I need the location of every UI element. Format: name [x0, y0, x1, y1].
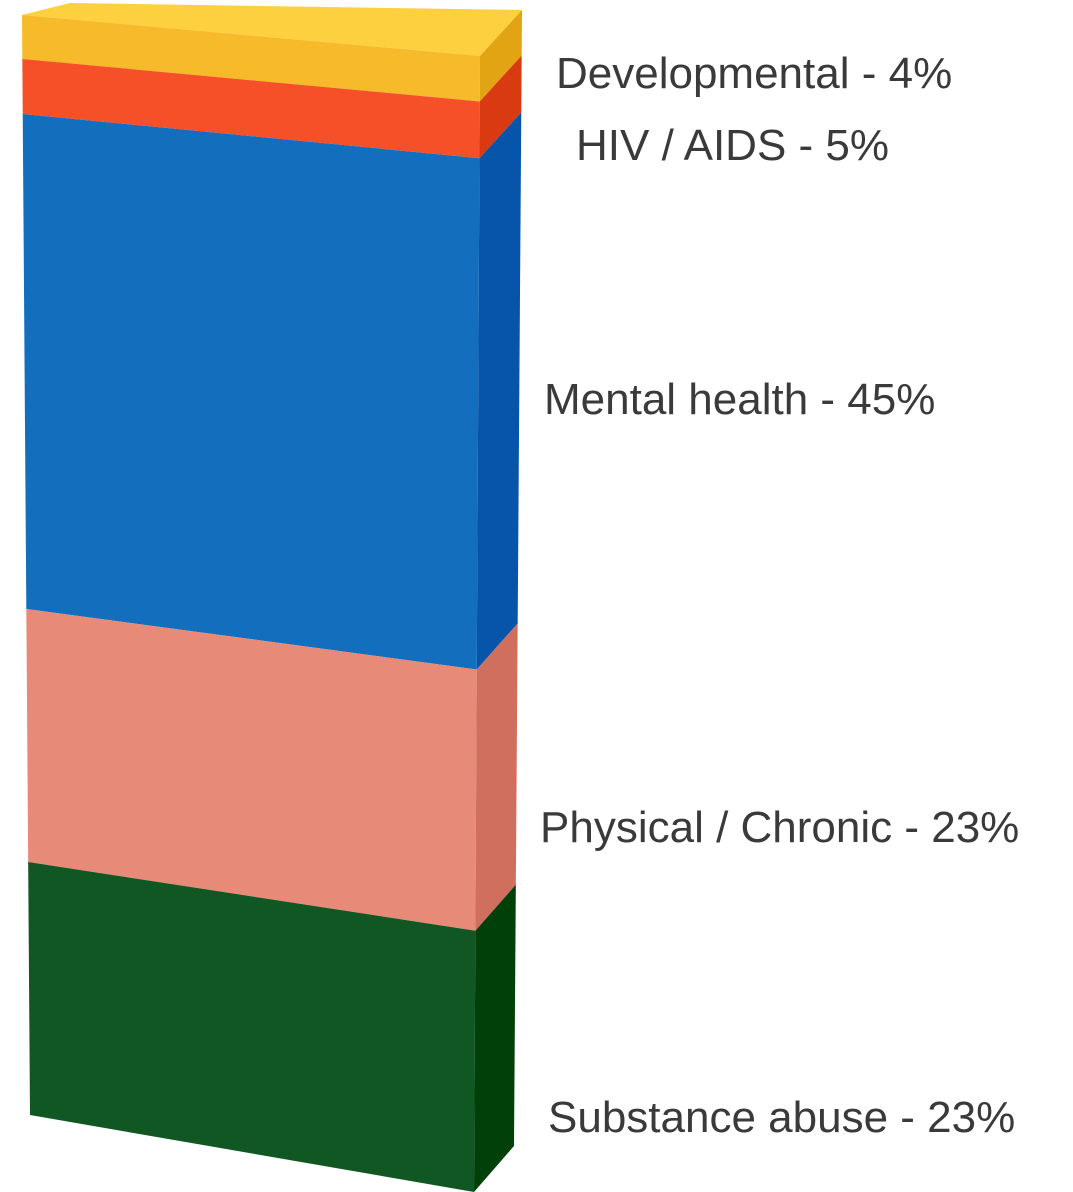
bar-side-hiv-aids: [479, 55, 522, 159]
stacked-bar: [22, 3, 522, 1192]
segment-label-mental-health: Mental health - 45%: [544, 375, 935, 424]
bar-segment-hiv-aids: [22, 59, 480, 159]
bar-side-physical-chronic: [475, 623, 518, 931]
bar-segment-mental-health: [22, 114, 480, 670]
bar-segment-developmental: [22, 15, 480, 102]
bar-side-mental-health: [476, 112, 522, 670]
bar-segment-substance-abuse: [28, 862, 476, 1192]
segment-label-substance-abuse: Substance abuse - 23%: [548, 1093, 1015, 1142]
bar-side-developmental: [479, 10, 522, 102]
bar-segment-physical-chronic: [26, 609, 477, 931]
segment-label-hiv-aids: HIV / AIDS - 5%: [576, 121, 889, 170]
segment-label-physical-chronic: Physical / Chronic - 23%: [540, 803, 1019, 852]
bar-side-substance-abuse: [474, 884, 516, 1192]
segment-labels: Developmental - 4% HIV / AIDS - 5% Mental …: [540, 49, 1019, 1142]
segment-label-developmental: Developmental - 4%: [556, 49, 952, 98]
bar-top-cap: [22, 3, 522, 56]
